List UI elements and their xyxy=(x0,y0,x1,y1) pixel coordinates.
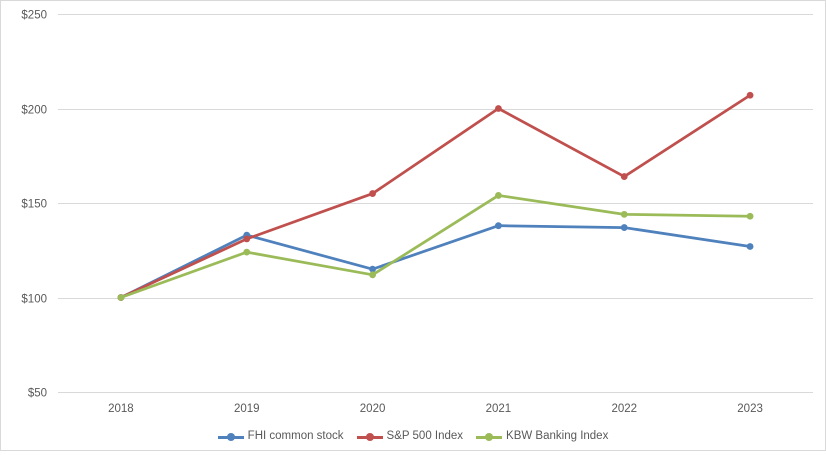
x-axis-tick-label: 2020 xyxy=(360,403,386,415)
data-point-fhi-common-stock-2023 xyxy=(746,243,754,250)
legend-line-marker-icon xyxy=(356,433,383,441)
series-line-s-p-500-index xyxy=(119,93,752,299)
data-point-kbw-banking-index-2019 xyxy=(243,248,251,256)
y-axis-tick-label: $150 xyxy=(21,199,47,211)
data-point-kbw-banking-index-2018 xyxy=(117,294,125,301)
legend-label-kbw-banking-index: KBW Banking Index xyxy=(506,430,609,443)
y-axis-tick-label: $250 xyxy=(21,10,47,22)
x-axis-tick-label: 2022 xyxy=(611,403,637,415)
legend-item-kbw-banking-index: KBW Banking Index xyxy=(476,431,608,443)
legend-dot-icon xyxy=(485,433,494,441)
data-point-kbw-banking-index-2020 xyxy=(369,271,376,279)
y-axis-tick-label: $50 xyxy=(28,388,47,400)
x-axis-tick-label: 2018 xyxy=(108,403,134,415)
legend-line-marker-icon xyxy=(476,433,503,441)
legend-item-sp500-index: S&P 500 Index xyxy=(356,430,464,443)
data-point-fhi-common-stock-2020 xyxy=(369,265,376,273)
data-point-kbw-banking-index-2023 xyxy=(746,212,754,220)
series-line-kbw-banking-index xyxy=(119,194,752,299)
legend-dot-icon xyxy=(226,433,235,441)
chart-legend: FHI common stock S&P 500 Index KBW Banki… xyxy=(0,429,826,445)
legend-line-marker-icon xyxy=(217,433,244,441)
series-line-fhi-common-stock xyxy=(119,224,752,299)
data-point-s-p-500-index-2019 xyxy=(243,235,251,243)
data-point-fhi-common-stock-2022 xyxy=(620,224,628,231)
legend-label-fhi-common-stock: FHI common stock xyxy=(247,430,344,443)
x-axis-tick-label: 2019 xyxy=(234,403,260,415)
data-point-s-p-500-index-2021 xyxy=(495,105,502,112)
data-point-fhi-common-stock-2021 xyxy=(495,222,502,230)
legend-item-fhi-common-stock: FHI common stock xyxy=(217,430,344,443)
data-point-kbw-banking-index-2022 xyxy=(620,210,628,218)
legend-label-sp500-index: S&P 500 Index xyxy=(386,430,464,443)
y-axis-tick-label: $200 xyxy=(21,105,47,117)
data-point-s-p-500-index-2023 xyxy=(746,91,754,99)
x-axis-tick-label: 2021 xyxy=(486,403,512,415)
x-axis-tick-label: 2023 xyxy=(737,403,763,415)
data-point-s-p-500-index-2022 xyxy=(620,173,628,180)
data-point-kbw-banking-index-2021 xyxy=(495,192,502,199)
legend-dot-icon xyxy=(365,433,374,441)
y-axis-tick-label: $100 xyxy=(21,294,47,306)
data-point-s-p-500-index-2020 xyxy=(369,190,376,197)
